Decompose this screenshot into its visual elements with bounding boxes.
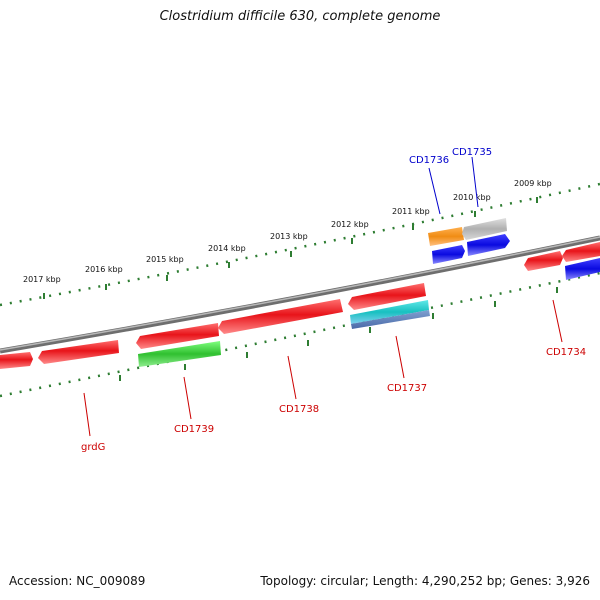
map-title: Clostridium difficile 630, complete geno… [159, 9, 441, 24]
label-cd1734[interactable]: CD1734 [546, 347, 586, 358]
label-cd1735[interactable]: CD1735 [452, 147, 492, 158]
gene-grdg[interactable] [38, 340, 119, 364]
gene-cd1736-orange[interactable] [428, 227, 464, 246]
scale-label-2016: 2016 kbp [85, 265, 123, 274]
gene-cd1739-green[interactable] [138, 341, 221, 367]
label-cd1739[interactable]: CD1739 [174, 424, 214, 435]
outer-major-ticks [43, 197, 538, 299]
gene-cds-left-edge[interactable] [0, 352, 33, 369]
gene-blue-right-edge[interactable] [565, 258, 600, 280]
outer-scale-track [0, 182, 600, 307]
label-grdg[interactable]: grdG [81, 442, 105, 453]
gene-cd1735-blue[interactable] [467, 234, 510, 256]
label-pointers-red [83, 299, 563, 437]
gene-cd1736-blue[interactable] [432, 245, 465, 264]
gene-cd1734[interactable] [524, 251, 563, 271]
scale-label-2012: 2012 kbp [331, 220, 369, 229]
label-cd1738[interactable]: CD1738 [279, 404, 319, 415]
scale-label-2011: 2011 kbp [392, 207, 430, 216]
gene-cd1739-upper[interactable] [136, 323, 219, 349]
scale-label-2017: 2017 kbp [23, 275, 61, 284]
scale-label-2014: 2014 kbp [208, 244, 246, 253]
gene-cd1735-grey[interactable] [462, 218, 507, 240]
genome-backbone [0, 235, 600, 354]
label-cd1737[interactable]: CD1737 [387, 383, 427, 394]
gene-cd1737-upper[interactable] [348, 283, 426, 310]
scale-label-2015: 2015 kbp [146, 255, 184, 264]
scale-label-2009: 2009 kbp [514, 179, 552, 188]
label-pointers-blue [428, 156, 479, 215]
accession-text: Accession: NC_009089 [9, 574, 146, 588]
label-cd1736[interactable]: CD1736 [409, 155, 449, 166]
scale-label-2013: 2013 kbp [270, 232, 308, 241]
scale-label-2010: 2010 kbp [453, 193, 491, 202]
gene-cd1737-cyan[interactable] [350, 300, 430, 329]
gene-cd1738[interactable] [218, 299, 343, 334]
gene-right-edge[interactable] [562, 242, 600, 262]
genome-summary-text: Topology: circular; Length: 4,290,252 bp… [260, 574, 590, 588]
inner-major-ticks [119, 287, 558, 381]
